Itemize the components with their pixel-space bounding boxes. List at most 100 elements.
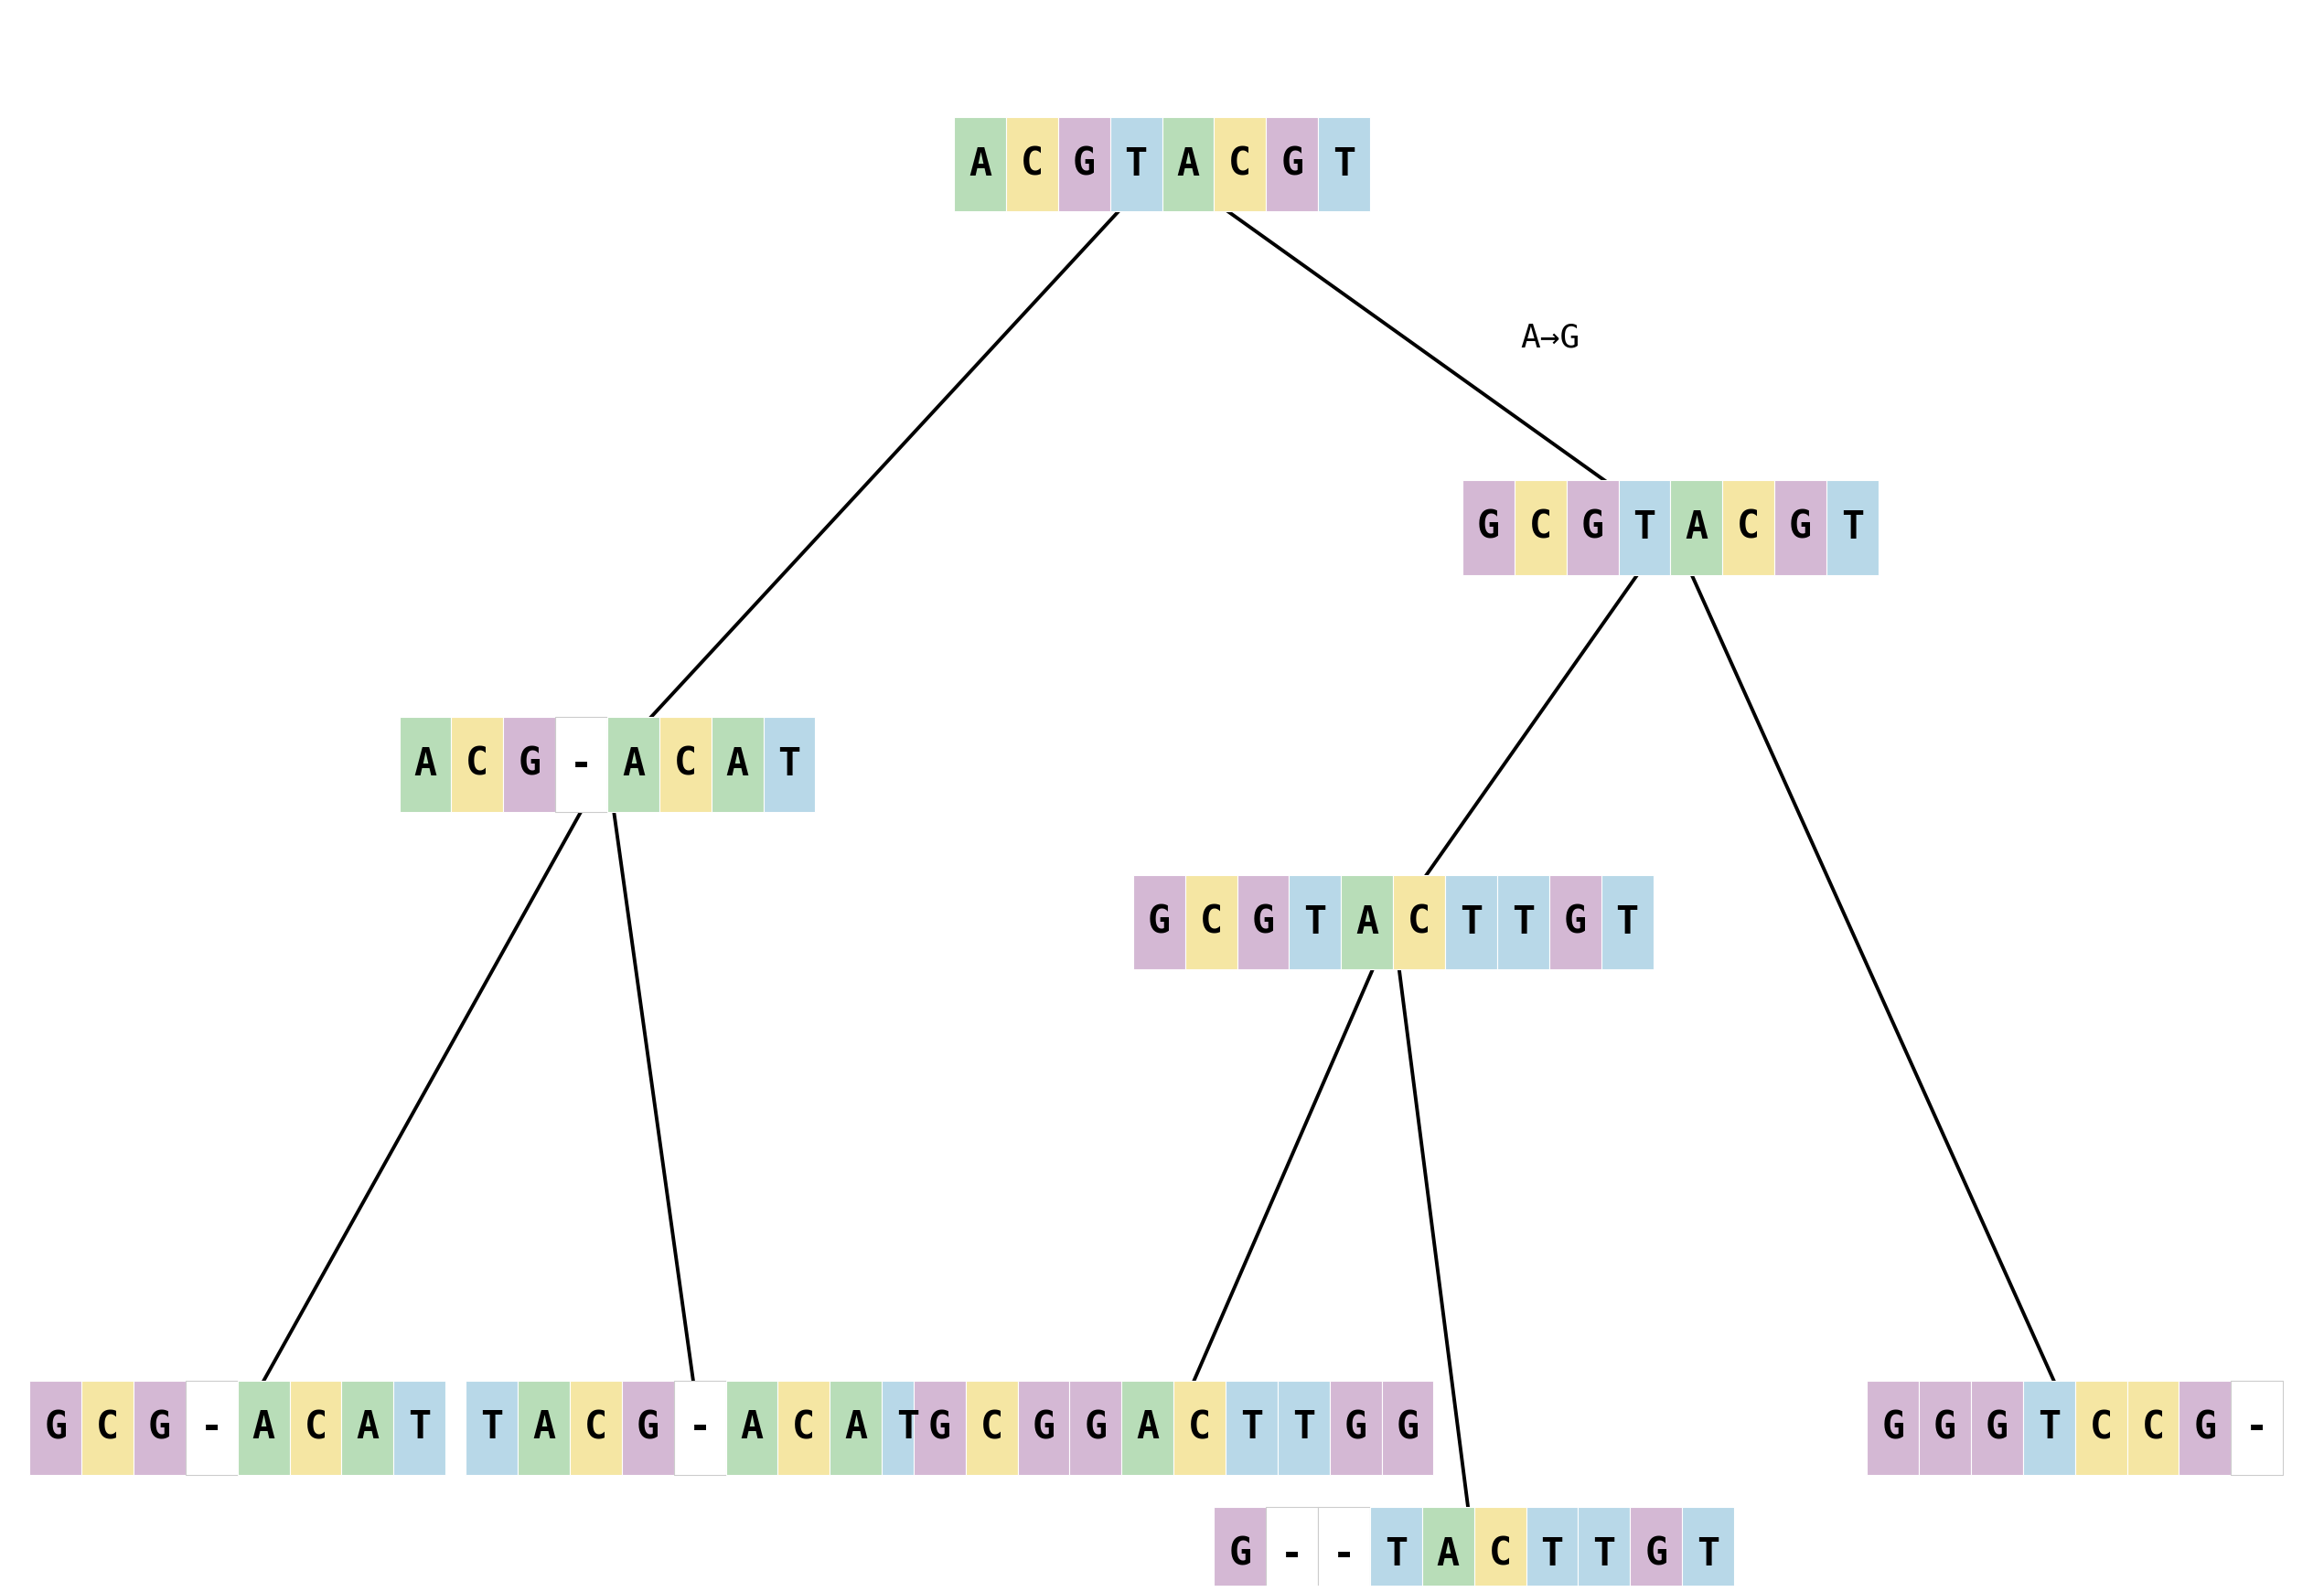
FancyBboxPatch shape [555, 716, 607, 812]
FancyBboxPatch shape [964, 1380, 1018, 1476]
FancyBboxPatch shape [1473, 1506, 1527, 1592]
FancyBboxPatch shape [1225, 1380, 1278, 1476]
Text: G: G [518, 745, 541, 783]
Text: A: A [356, 1409, 379, 1447]
Text: C: C [1199, 903, 1222, 941]
Text: G: G [1253, 903, 1274, 941]
Text: C: C [981, 1409, 1004, 1447]
Text: -: - [1281, 1535, 1304, 1573]
Text: -: - [688, 1409, 711, 1447]
Text: T: T [897, 1409, 920, 1447]
FancyBboxPatch shape [1920, 1380, 1971, 1476]
FancyBboxPatch shape [1329, 1380, 1380, 1476]
Text: A: A [251, 1409, 274, 1447]
FancyBboxPatch shape [1018, 1380, 1069, 1476]
Text: T: T [2038, 1409, 2061, 1447]
Text: A: A [1685, 508, 1708, 546]
FancyBboxPatch shape [913, 1380, 964, 1476]
Text: T: T [1592, 1535, 1615, 1573]
Text: T: T [1634, 508, 1657, 546]
FancyBboxPatch shape [1290, 876, 1341, 970]
FancyBboxPatch shape [1527, 1506, 1578, 1592]
Text: C: C [1229, 145, 1250, 183]
FancyBboxPatch shape [1267, 1506, 1318, 1592]
FancyBboxPatch shape [1134, 876, 1185, 970]
FancyBboxPatch shape [1578, 1506, 1629, 1592]
FancyBboxPatch shape [779, 1380, 830, 1476]
Text: G: G [1229, 1535, 1250, 1573]
Text: C: C [1736, 508, 1759, 546]
FancyBboxPatch shape [1122, 1380, 1174, 1476]
FancyBboxPatch shape [1446, 876, 1497, 970]
Text: -: - [200, 1409, 223, 1447]
Text: A: A [1176, 145, 1199, 183]
FancyBboxPatch shape [1827, 481, 1878, 575]
Text: C: C [1490, 1535, 1511, 1573]
Text: T: T [1292, 1409, 1315, 1447]
Text: A: A [414, 745, 437, 783]
Text: G: G [44, 1409, 67, 1447]
Text: T: T [1841, 508, 1864, 546]
FancyBboxPatch shape [342, 1380, 393, 1476]
Text: G: G [1343, 1409, 1367, 1447]
FancyBboxPatch shape [1267, 116, 1318, 212]
Text: G: G [1985, 1409, 2008, 1447]
FancyBboxPatch shape [290, 1380, 342, 1476]
FancyBboxPatch shape [623, 1380, 674, 1476]
Text: G: G [1478, 508, 1499, 546]
FancyBboxPatch shape [830, 1380, 881, 1476]
FancyBboxPatch shape [674, 1380, 725, 1476]
FancyBboxPatch shape [881, 1380, 934, 1476]
FancyBboxPatch shape [1162, 116, 1213, 212]
Text: T: T [1511, 903, 1534, 941]
Text: C: C [304, 1409, 328, 1447]
FancyBboxPatch shape [1629, 1506, 1683, 1592]
FancyBboxPatch shape [711, 716, 762, 812]
Text: C: C [792, 1409, 816, 1447]
Text: -: - [2245, 1409, 2268, 1447]
FancyBboxPatch shape [186, 1380, 237, 1476]
Text: C: C [2089, 1409, 2113, 1447]
Text: T: T [1615, 903, 1638, 941]
Text: A: A [1436, 1535, 1459, 1573]
Text: G: G [1148, 903, 1171, 941]
FancyBboxPatch shape [1185, 876, 1236, 970]
FancyBboxPatch shape [1380, 1380, 1434, 1476]
Text: C: C [1408, 903, 1432, 941]
Text: A: A [741, 1409, 762, 1447]
Text: -: - [569, 745, 593, 783]
FancyBboxPatch shape [1318, 1506, 1371, 1592]
FancyBboxPatch shape [1236, 876, 1290, 970]
FancyBboxPatch shape [465, 1380, 518, 1476]
Text: T: T [1459, 903, 1483, 941]
Text: A: A [1136, 1409, 1160, 1447]
Text: T: T [1385, 1535, 1408, 1573]
FancyBboxPatch shape [1618, 481, 1671, 575]
FancyBboxPatch shape [1422, 1506, 1473, 1592]
Text: G: G [1882, 1409, 1903, 1447]
Text: G: G [927, 1409, 951, 1447]
Text: A: A [623, 745, 644, 783]
Text: A: A [1355, 903, 1378, 941]
FancyBboxPatch shape [1006, 116, 1057, 212]
FancyBboxPatch shape [1371, 1506, 1422, 1592]
Text: T: T [1125, 145, 1148, 183]
FancyBboxPatch shape [953, 116, 1006, 212]
FancyBboxPatch shape [132, 1380, 186, 1476]
Text: A: A [969, 145, 992, 183]
FancyBboxPatch shape [2075, 1380, 2126, 1476]
Text: C: C [1020, 145, 1043, 183]
Text: T: T [1697, 1535, 1720, 1573]
FancyBboxPatch shape [1278, 1380, 1329, 1476]
Text: C: C [583, 1409, 607, 1447]
Text: A: A [532, 1409, 555, 1447]
FancyBboxPatch shape [1671, 481, 1722, 575]
Text: G: G [1083, 1409, 1106, 1447]
FancyBboxPatch shape [1318, 116, 1371, 212]
FancyBboxPatch shape [607, 716, 660, 812]
Text: C: C [1188, 1409, 1211, 1447]
FancyBboxPatch shape [725, 1380, 779, 1476]
Text: G: G [1580, 508, 1604, 546]
FancyBboxPatch shape [1341, 876, 1392, 970]
FancyBboxPatch shape [1213, 1506, 1267, 1592]
